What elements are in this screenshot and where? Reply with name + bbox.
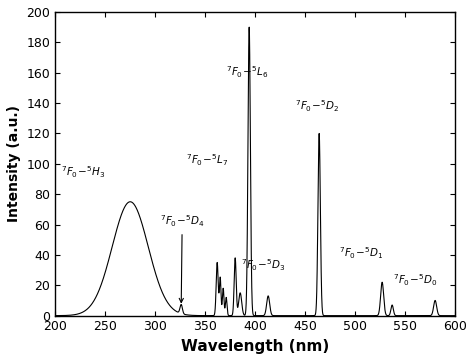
Y-axis label: Intensity (a.u.): Intensity (a.u.) [7,105,21,222]
Text: $^7F_0\!-\!^5L_7$: $^7F_0\!-\!^5L_7$ [186,153,228,168]
X-axis label: Wavelength (nm): Wavelength (nm) [181,339,329,354]
Text: $^7F_0\!-\!^5L_6$: $^7F_0\!-\!^5L_6$ [226,65,268,80]
Text: $^7F_0\!-\!^5D_3$: $^7F_0\!-\!^5D_3$ [241,257,285,273]
Text: $^7F_0\!-\!^5H_3$: $^7F_0\!-\!^5H_3$ [61,165,105,180]
Text: $^7F_0\!-\!^5D_1$: $^7F_0\!-\!^5D_1$ [339,245,383,261]
Text: $^7F_0\!-\!^5D_2$: $^7F_0\!-\!^5D_2$ [295,98,339,114]
Text: $^7F_0\!-\!^5D_4$: $^7F_0\!-\!^5D_4$ [160,213,204,303]
Text: $^7F_0\!-\!^5D_0$: $^7F_0\!-\!^5D_0$ [393,273,438,288]
